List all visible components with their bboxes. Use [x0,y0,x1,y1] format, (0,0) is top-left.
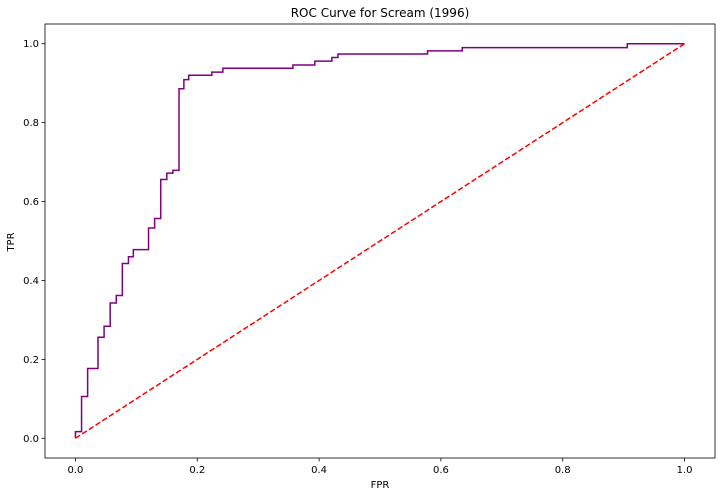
x-tick-label: 0.8 [555,465,571,476]
x-axis-label: FPR [371,480,390,491]
y-tick-label: 0.8 [23,118,39,129]
plot-area [44,23,716,459]
x-tick-label: 0.6 [433,465,449,476]
y-tick-label: 0.6 [23,197,39,208]
chart-title: ROC Curve for Scream (1996) [291,6,470,20]
roc-curve-line [74,42,685,439]
x-tick-label: 0.4 [311,465,327,476]
x-axis: 0.0 0.2 0.4 0.6 0.8 1.0 [68,458,693,476]
x-tick-label: 0.0 [68,465,84,476]
y-axis-label: TPR [6,232,17,252]
y-tick-label: 1.0 [23,39,39,50]
x-tick-label: 1.0 [677,465,693,476]
y-tick-label: 0.0 [23,434,39,445]
y-tick-label: 0.2 [23,355,39,366]
y-tick-label: 0.4 [23,276,39,287]
plot-frame [44,23,716,459]
x-tick-label: 0.2 [189,465,205,476]
y-axis: 0.0 0.2 0.4 0.6 0.8 1.0 [23,39,45,445]
reference-diagonal-line [75,43,685,439]
